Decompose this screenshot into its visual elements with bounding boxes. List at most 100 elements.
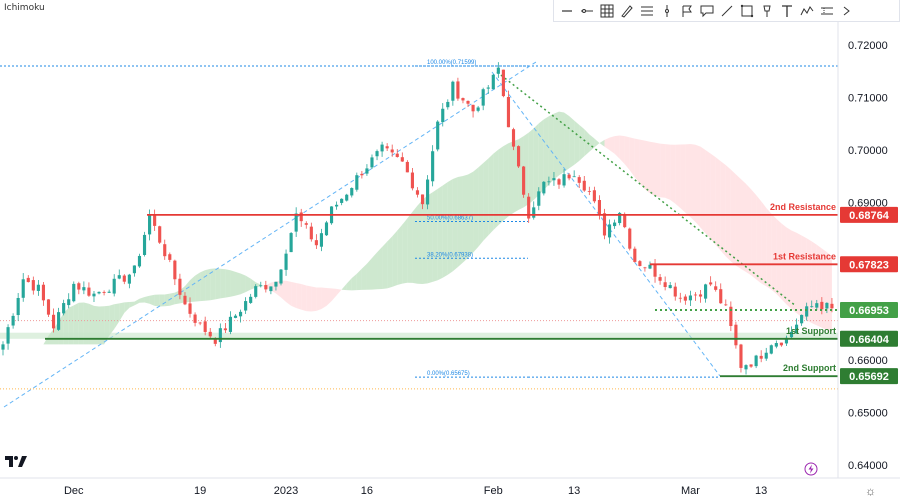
- candle: [754, 354, 758, 369]
- candle-body: [623, 213, 627, 228]
- candle: [810, 300, 814, 308]
- candle-body: [501, 69, 505, 97]
- price-level-name: 2nd Support: [783, 363, 836, 373]
- candle: [370, 154, 374, 169]
- candle-body: [370, 157, 374, 168]
- candle: [784, 335, 789, 346]
- candle-body: [173, 260, 177, 280]
- candle: [688, 290, 692, 307]
- cloud-segment: [478, 163, 484, 247]
- candle-body: [390, 149, 394, 153]
- cloud-segment: [447, 178, 453, 275]
- candle-body: [537, 191, 541, 206]
- candle: [653, 259, 657, 283]
- cloud-segment: [614, 135, 620, 159]
- price-level-value: 0.66404: [849, 334, 890, 346]
- candle: [92, 291, 96, 302]
- candle-body: [446, 101, 450, 108]
- cloud-segment: [609, 136, 615, 154]
- candle: [41, 281, 46, 306]
- candle: [208, 328, 212, 339]
- candle: [557, 178, 561, 189]
- cloud-segment: [462, 174, 469, 263]
- candle: [365, 164, 369, 176]
- text-icon[interactable]: [778, 2, 796, 20]
- candle: [11, 313, 15, 329]
- fib-level-label: 100.00%(0.71599): [427, 60, 476, 66]
- cloud-segment: [473, 167, 479, 253]
- candle-body: [754, 355, 758, 367]
- candle: [178, 273, 182, 300]
- candle: [577, 175, 581, 189]
- candle: [759, 350, 763, 363]
- cloud-segment: [639, 139, 645, 190]
- candle-body: [764, 352, 768, 359]
- trend-line-icon[interactable]: [718, 2, 736, 20]
- settings-gear-icon[interactable]: ☼: [865, 484, 876, 498]
- candle: [183, 292, 187, 306]
- tradingview-logo-icon: [5, 456, 27, 467]
- cloud-segment: [634, 138, 640, 184]
- cloud-segment: [210, 268, 216, 301]
- cloud-segment: [361, 263, 367, 290]
- candle-body: [552, 178, 556, 181]
- candle: [102, 290, 106, 296]
- candle: [395, 149, 399, 158]
- candle: [446, 99, 450, 110]
- cloud-segment: [114, 303, 120, 330]
- candle: [1, 341, 5, 356]
- pencil-icon[interactable]: [618, 2, 636, 20]
- price-level-value: 0.65692: [849, 371, 889, 383]
- candle: [562, 169, 566, 188]
- pin-icon[interactable]: [758, 2, 776, 20]
- wave-icon[interactable]: [798, 2, 816, 20]
- candle-body: [375, 151, 379, 157]
- minus-icon[interactable]: [558, 2, 576, 20]
- rectangle-callout-icon[interactable]: [698, 2, 716, 20]
- candle: [142, 231, 147, 257]
- price-level-tag: [840, 301, 898, 318]
- cloud-segment: [326, 287, 332, 306]
- cloud-segment: [826, 252, 832, 332]
- candle-body: [153, 215, 157, 226]
- cloud-segment: [281, 280, 287, 303]
- horizontal-line-icon[interactable]: [578, 2, 596, 20]
- candle: [643, 266, 647, 272]
- candle-body: [431, 151, 435, 182]
- candle: [774, 340, 778, 349]
- candle-body: [830, 303, 834, 309]
- cloud-segment: [564, 112, 570, 172]
- candle-body: [31, 280, 35, 291]
- candle: [294, 207, 298, 237]
- candle: [269, 286, 273, 295]
- cloud-segment: [139, 296, 145, 303]
- frame-icon[interactable]: [738, 2, 756, 20]
- candle-body: [506, 96, 511, 128]
- candle: [511, 127, 516, 151]
- lightning-icon[interactable]: [804, 462, 818, 476]
- candle-body: [456, 81, 460, 99]
- candle-body: [577, 177, 581, 183]
- vertical-line-icon[interactable]: [658, 2, 676, 20]
- flag-icon[interactable]: [678, 2, 696, 20]
- fib-level-label: 38.20%(0.67938): [427, 252, 473, 258]
- fib-icon[interactable]: [638, 2, 656, 20]
- candle: [87, 282, 91, 297]
- grid-icon[interactable]: [598, 2, 616, 20]
- price-level-value: 0.68764: [849, 210, 890, 222]
- x-tick-label: 16: [361, 485, 373, 497]
- candle: [800, 314, 804, 326]
- cloud-segment: [225, 269, 231, 298]
- candle: [415, 187, 420, 198]
- chevron-icon[interactable]: [838, 2, 856, 20]
- candle-body: [299, 212, 303, 222]
- candle: [729, 301, 733, 332]
- spread-icon[interactable]: [818, 2, 836, 20]
- cloud-segment: [796, 232, 802, 317]
- y-tick-label: 0.69000: [848, 198, 888, 210]
- cloud-segment: [311, 286, 317, 312]
- candle: [628, 227, 632, 251]
- candle-body: [436, 121, 440, 150]
- candle-body: [749, 364, 753, 367]
